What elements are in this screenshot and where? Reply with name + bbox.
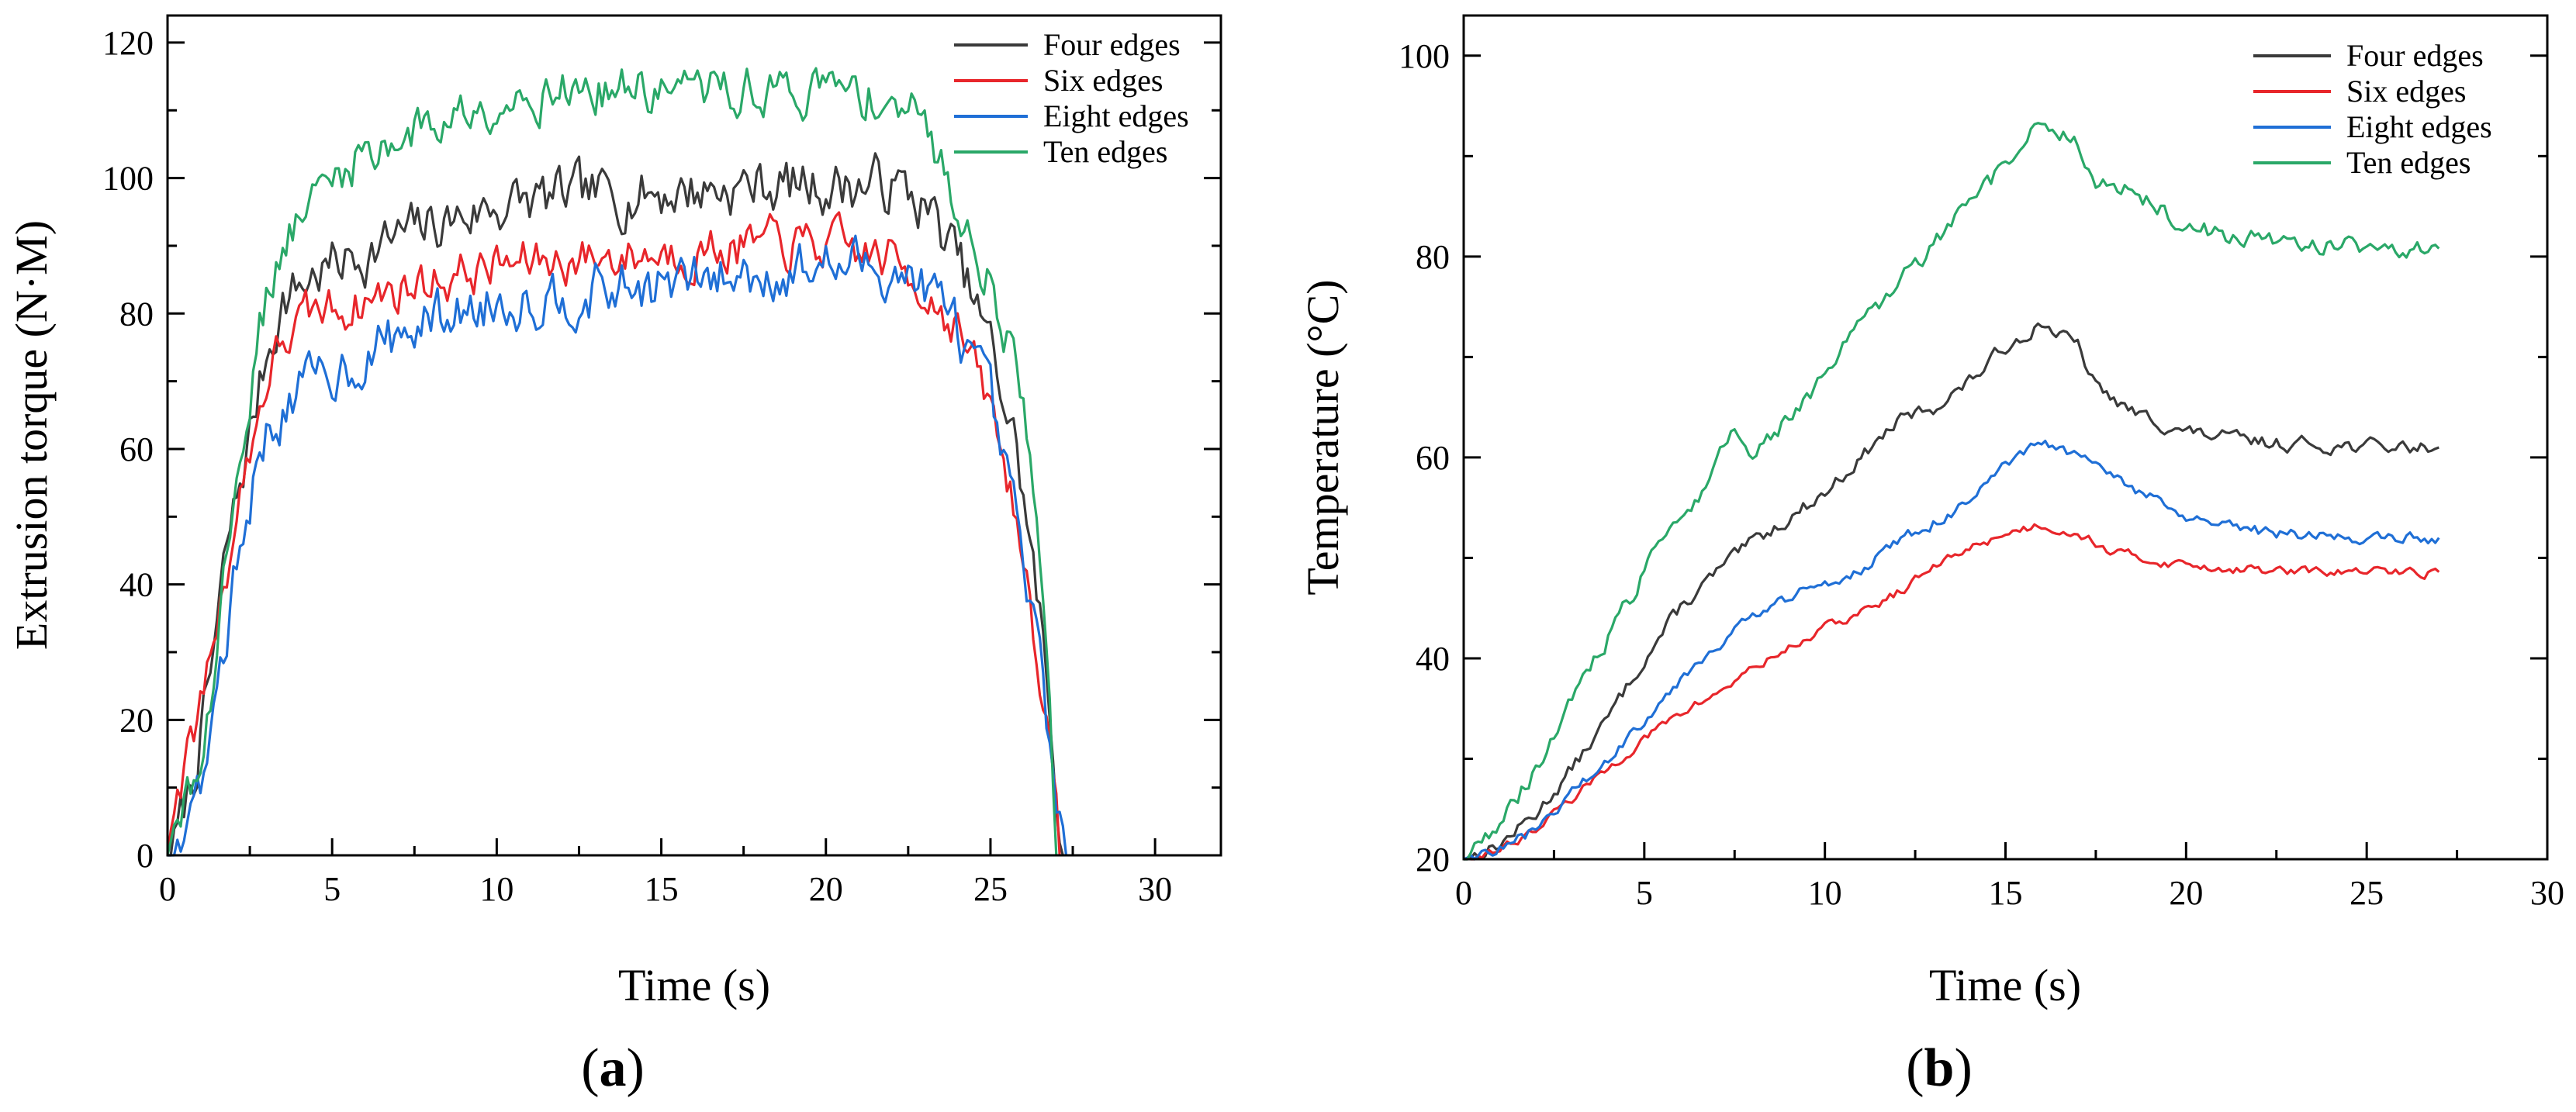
panel-a-torque-chart: 0 5 10 15 20 25 30 0 20 40 60 80 100 120 Four edgesSi… — [6, 14, 1222, 1098]
panel-caption: (a) — [581, 1038, 645, 1098]
series-line-ten-edges — [166, 67, 1058, 856]
legend-label: Six edges — [2346, 74, 2466, 109]
y-tick-label: 40 — [1416, 640, 1450, 678]
y-tick-label: 60 — [119, 430, 154, 468]
y-tick-label: 100 — [1399, 37, 1450, 75]
series-line-six-edges — [1463, 523, 2440, 861]
y-tick-label: 20 — [1416, 841, 1450, 879]
series-lines — [166, 67, 1068, 857]
caption-open-paren: ( — [581, 1038, 599, 1098]
y-tick-label: 120 — [102, 24, 154, 62]
legend-label: Ten edges — [2346, 145, 2471, 180]
x-axis-title: Time (s) — [618, 960, 770, 1010]
y-tick-label: 100 — [102, 160, 154, 198]
plot-frame — [166, 14, 1222, 857]
y-axis-title: Temperature (°C) — [1298, 279, 1348, 595]
legend-label: Six edges — [1043, 63, 1163, 98]
legend-label: Eight edges — [2346, 109, 2492, 144]
y-axis-title: Extrusion torque (N·M) — [6, 220, 57, 650]
series-line-eight-edges — [168, 234, 1068, 857]
x-tick-label: 10 — [479, 870, 513, 908]
caption-close-paren: ) — [1954, 1038, 1972, 1098]
legend-label: Four edges — [1043, 27, 1181, 62]
panel-caption: (b) — [1906, 1038, 1973, 1098]
series-lines — [1463, 122, 2440, 861]
caption-letter: b — [1924, 1038, 1955, 1098]
y-tick-label: 20 — [119, 701, 154, 739]
x-y-ticks: 0 5 10 15 20 25 30 20 40 60 80 100 — [1399, 37, 2564, 912]
x-tick-label: 25 — [2350, 874, 2384, 912]
series-line-ten-edges — [1464, 122, 2440, 861]
x-tick-label: 30 — [1138, 870, 1172, 908]
x-tick-label: 5 — [323, 870, 341, 908]
plot-frame — [1462, 14, 2549, 861]
series-line-four-edges — [1464, 322, 2439, 861]
x-y-ticks: 0 5 10 15 20 25 30 0 20 40 60 80 100 120 — [102, 24, 1221, 908]
y-tick-label: 0 — [137, 837, 154, 875]
x-tick-label: 20 — [809, 870, 843, 908]
x-tick-label: 0 — [159, 870, 176, 908]
x-axis-title: Time (s) — [1929, 960, 2081, 1010]
legend-label: Four edges — [2346, 38, 2484, 73]
caption-letter: a — [600, 1038, 627, 1098]
x-tick-label: 15 — [645, 870, 679, 908]
x-tick-label: 5 — [1636, 874, 1653, 912]
y-tick-label: 40 — [119, 566, 154, 604]
x-tick-label: 10 — [1808, 874, 1842, 912]
legend-label: Ten edges — [1043, 134, 1167, 169]
x-tick-label: 0 — [1455, 874, 1472, 912]
y-tick-label: 80 — [1416, 238, 1450, 276]
y-tick-label: 80 — [119, 295, 154, 333]
series-line-six-edges — [166, 211, 1061, 856]
x-tick-label: 30 — [2530, 874, 2564, 912]
series-line-eight-edges — [1463, 440, 2440, 861]
x-tick-label: 15 — [1989, 874, 2023, 912]
x-tick-label: 20 — [2169, 874, 2203, 912]
legend-label: Eight edges — [1043, 98, 1189, 133]
x-tick-label: 25 — [973, 870, 1008, 908]
series-line-four-edges — [168, 152, 1064, 857]
caption-open-paren: ( — [1906, 1038, 1924, 1098]
y-tick-label: 60 — [1416, 439, 1450, 477]
caption-close-paren: ) — [627, 1038, 645, 1098]
